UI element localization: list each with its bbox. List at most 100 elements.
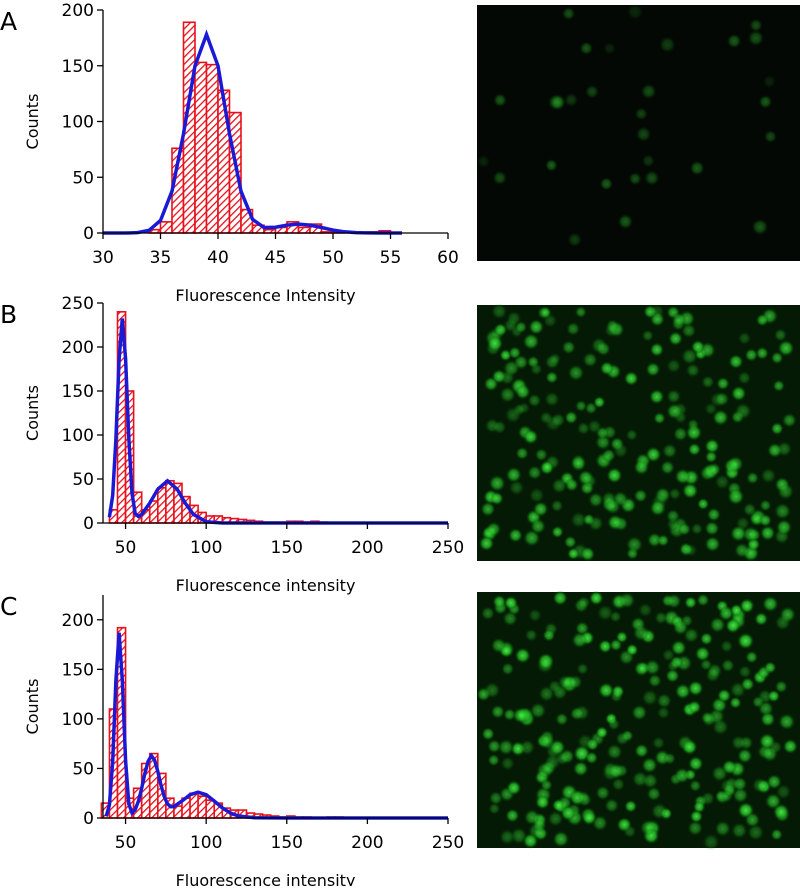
bead [623,371,639,386]
bead [628,172,642,186]
bead [567,232,583,248]
bead [641,329,654,342]
bead [718,605,734,622]
x-tick-label: 50 [322,248,344,268]
bead [635,126,652,142]
y-tick-label: 100 [62,113,94,133]
bead [607,717,621,731]
bead [641,689,659,707]
bead [674,767,691,784]
bead [759,499,772,512]
bead [670,639,687,656]
bead [542,628,556,642]
y-axis-label: Counts [23,679,42,735]
bead [766,774,782,790]
bead [711,765,728,782]
bead [689,160,705,176]
bead [734,542,750,558]
bead [560,805,576,821]
bead [638,602,653,618]
bead [577,469,594,486]
bead [719,778,735,793]
bead [487,739,502,754]
bead [515,384,531,400]
bead [491,303,508,320]
y-tick-label: 100 [62,426,94,446]
bead [668,331,683,346]
bead [523,429,539,445]
bead [700,791,715,806]
bead [649,499,667,517]
y-tick-label: 0 [83,224,94,244]
bead [744,348,759,362]
bead [631,704,648,721]
bead [514,647,531,664]
bead [760,525,776,541]
bead [549,352,562,365]
bead [671,312,686,327]
bead [576,421,591,435]
bead [536,656,554,674]
bead [515,446,529,460]
bead [502,611,518,627]
bead [587,419,602,434]
bead [528,608,542,623]
bead [501,662,515,676]
bar [205,63,219,234]
y-axis-label: Counts [23,94,42,150]
bead [524,628,538,642]
bead [704,438,720,454]
bead [551,798,565,812]
bead [720,639,734,653]
bead [572,760,589,777]
bead [732,787,749,804]
panel-label: B [0,300,17,329]
bead [540,778,553,792]
bead [550,499,564,513]
bead [737,748,753,764]
bead [532,501,549,517]
y-tick-label: 200 [62,338,94,358]
bead [547,810,564,827]
bead [674,683,691,700]
bead [714,820,731,837]
x-tick-label: 30 [92,248,114,268]
bead [684,543,698,557]
bead [714,391,730,407]
bead [607,514,624,531]
bead [530,362,543,376]
bead [646,786,662,802]
bead [486,521,502,537]
bead [704,450,718,464]
bead [641,154,655,168]
bead [488,474,506,492]
bead [687,442,701,456]
bead [717,688,732,703]
x-axis-label: Fluorescence intensity [176,576,356,595]
bead [552,590,568,606]
bead [528,319,545,335]
bar [205,799,216,819]
bead [566,321,581,336]
bead [651,802,668,820]
bead [689,809,703,823]
bead [626,536,643,553]
bar [197,795,207,819]
bead [519,739,536,756]
bar [159,221,173,234]
bead [644,659,661,676]
bead [767,689,780,703]
bead [742,526,759,543]
bead [508,479,525,496]
bead [596,604,614,622]
bead [726,33,742,49]
bead [551,525,564,539]
x-tick-label: 150 [271,833,303,853]
bead [768,740,783,754]
bead [603,42,616,55]
bead [483,682,501,699]
bead [580,546,595,562]
bead [751,695,765,709]
bead [552,830,570,848]
bead [760,711,776,727]
